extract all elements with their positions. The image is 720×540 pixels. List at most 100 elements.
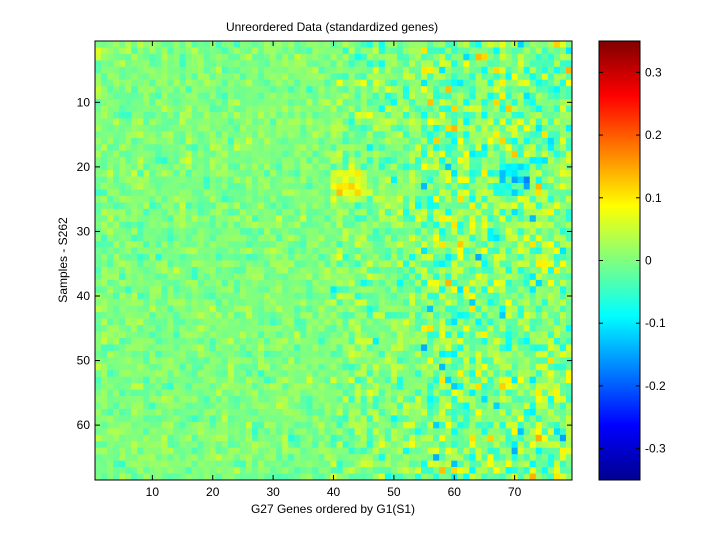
heatmap-cell bbox=[221, 73, 229, 81]
heatmap-cell bbox=[245, 325, 253, 332]
heatmap-cell bbox=[270, 299, 277, 307]
heatmap-cell bbox=[445, 305, 452, 313]
heatmap-cell bbox=[481, 312, 488, 319]
heatmap-cell bbox=[282, 428, 289, 436]
heatmap-cell bbox=[445, 150, 452, 158]
heatmap-cell bbox=[149, 124, 156, 132]
heatmap-cell bbox=[312, 434, 319, 442]
heatmap-cell bbox=[197, 441, 205, 449]
heatmap-cell bbox=[258, 66, 265, 74]
heatmap-cell bbox=[276, 260, 283, 268]
heatmap-cell bbox=[312, 157, 319, 165]
heatmap-cell bbox=[505, 396, 512, 403]
heatmap-cell bbox=[493, 318, 500, 326]
heatmap-cell bbox=[421, 357, 428, 365]
heatmap-cell bbox=[245, 279, 253, 287]
heatmap-cell bbox=[523, 215, 531, 223]
heatmap-cell bbox=[107, 331, 114, 339]
heatmap-cell bbox=[565, 124, 573, 132]
heatmap-cell bbox=[505, 47, 512, 55]
heatmap-cell bbox=[445, 389, 452, 397]
heatmap-cell bbox=[227, 389, 235, 397]
heatmap-cell bbox=[487, 415, 494, 423]
heatmap-cell bbox=[523, 325, 531, 332]
heatmap-cell bbox=[167, 183, 174, 190]
heatmap-cell bbox=[366, 331, 374, 339]
heatmap-cell bbox=[348, 47, 355, 55]
heatmap-cell bbox=[408, 118, 416, 126]
heatmap-cell bbox=[330, 389, 337, 397]
heatmap-cell bbox=[559, 73, 567, 81]
heatmap-cell bbox=[161, 41, 168, 48]
heatmap-cell bbox=[535, 305, 543, 313]
heatmap-cell bbox=[402, 183, 410, 190]
heatmap-cell bbox=[215, 131, 223, 139]
heatmap-cell bbox=[191, 447, 198, 455]
heatmap-cell bbox=[505, 215, 512, 223]
heatmap-cell bbox=[125, 247, 132, 255]
heatmap-cell bbox=[463, 241, 470, 248]
heatmap-cell bbox=[294, 92, 301, 100]
heatmap-cell bbox=[559, 221, 567, 229]
heatmap-cell bbox=[378, 299, 386, 307]
heatmap-cell bbox=[529, 305, 537, 313]
heatmap-cell bbox=[125, 415, 132, 423]
heatmap-cell bbox=[553, 189, 561, 197]
heatmap-cell bbox=[215, 396, 223, 403]
heatmap-cell bbox=[481, 189, 488, 197]
heatmap-cell bbox=[433, 337, 440, 345]
heatmap-cell bbox=[439, 215, 446, 223]
heatmap-cell bbox=[101, 150, 108, 158]
heatmap-cell bbox=[312, 415, 319, 423]
heatmap-cell bbox=[221, 105, 229, 113]
heatmap-cell bbox=[107, 99, 114, 106]
heatmap-cell bbox=[469, 344, 476, 352]
heatmap-cell bbox=[372, 266, 380, 274]
heatmap-cell bbox=[535, 79, 543, 87]
heatmap-cell bbox=[251, 215, 259, 223]
heatmap-cell bbox=[233, 312, 241, 319]
heatmap-cell bbox=[493, 363, 500, 371]
heatmap-cell bbox=[529, 60, 537, 68]
heatmap-cell bbox=[415, 157, 422, 165]
heatmap-cell bbox=[312, 202, 319, 210]
heatmap-cell bbox=[155, 292, 162, 300]
heatmap-cell bbox=[233, 421, 241, 429]
heatmap-cell bbox=[288, 79, 295, 87]
heatmap-cell bbox=[366, 163, 374, 171]
heatmap-cell bbox=[541, 189, 549, 197]
heatmap-cell bbox=[227, 73, 235, 81]
heatmap-cell bbox=[541, 292, 549, 300]
heatmap-cell bbox=[433, 260, 440, 268]
heatmap-cell bbox=[95, 305, 102, 313]
heatmap-cell bbox=[149, 292, 156, 300]
heatmap-cell bbox=[336, 415, 343, 423]
heatmap-cell bbox=[390, 208, 398, 216]
heatmap-cell bbox=[264, 247, 271, 255]
heatmap-cell bbox=[215, 331, 223, 339]
heatmap-cell bbox=[535, 312, 543, 319]
heatmap-cell bbox=[427, 292, 434, 300]
heatmap-cell bbox=[481, 137, 488, 145]
heatmap-cell bbox=[107, 228, 114, 236]
heatmap-cell bbox=[535, 370, 543, 378]
heatmap-cell bbox=[173, 318, 180, 326]
heatmap-cell bbox=[270, 344, 277, 352]
heatmap-cell bbox=[439, 279, 446, 287]
heatmap-cell bbox=[354, 344, 362, 352]
heatmap-cell bbox=[517, 47, 525, 55]
heatmap-cell bbox=[113, 266, 120, 274]
heatmap-cell bbox=[318, 221, 325, 229]
heatmap-cell bbox=[529, 279, 537, 287]
heatmap-cell bbox=[137, 299, 144, 307]
heatmap-cell bbox=[95, 53, 102, 61]
heatmap-cell bbox=[258, 318, 265, 326]
heatmap-cell bbox=[517, 402, 525, 410]
heatmap-cell bbox=[131, 389, 138, 397]
heatmap-cell bbox=[402, 292, 410, 300]
heatmap-cell bbox=[499, 344, 506, 352]
heatmap-cell bbox=[499, 234, 506, 242]
heatmap-cell bbox=[523, 73, 531, 81]
heatmap-cell bbox=[282, 402, 289, 410]
heatmap-cell bbox=[342, 99, 349, 106]
